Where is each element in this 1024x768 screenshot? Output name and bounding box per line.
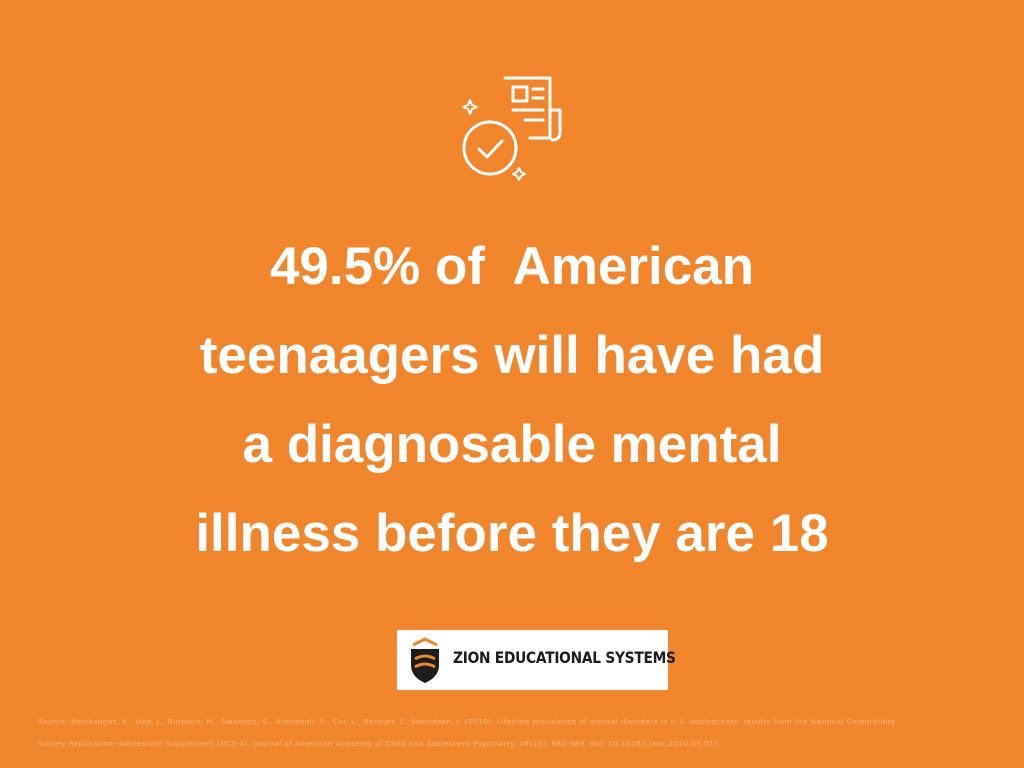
source: Source: Merikangas, K., Hep, J., Burstei… — [38, 714, 896, 758]
headline-line: 49.5% of American — [269, 237, 755, 296]
headline-line: teenaagers will have had — [199, 326, 825, 385]
logo-shield — [411, 637, 439, 683]
headline: 49.5% of American teenaagers will have h… — [0, 222, 1024, 578]
logo-text: ZION EDUCATIONAL SYSTEMS — [453, 648, 676, 667]
headline-line: a diagnosable mental — [242, 415, 782, 474]
source-line: Survey Replication--Adolescent Supplemen… — [38, 739, 722, 748]
logo: ZION EDUCATIONAL SYSTEMS — [397, 630, 676, 690]
source-line: Source: Merikangas, K., Hep, J., Burstei… — [38, 717, 896, 726]
report-icon — [462, 76, 562, 181]
headline-line: illness before they are 18 — [195, 504, 829, 563]
